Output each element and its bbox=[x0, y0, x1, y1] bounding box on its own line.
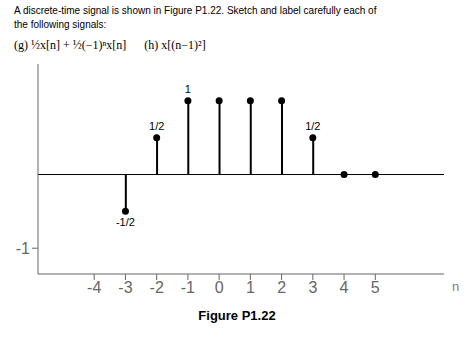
svg-text:4: 4 bbox=[340, 279, 349, 296]
svg-text:-1/2: -1/2 bbox=[116, 216, 135, 228]
svg-text:1/2: 1/2 bbox=[149, 120, 164, 132]
svg-text:-4: -4 bbox=[87, 279, 101, 296]
svg-text:0: 0 bbox=[215, 279, 224, 296]
html-text:Figure P1.22: Figure P1.22 bbox=[198, 308, 276, 323]
svg-text:n: n bbox=[452, 279, 459, 294]
svg-text:1: 1 bbox=[246, 279, 255, 296]
svg-text:-1: -1 bbox=[16, 240, 30, 257]
html-text:A discrete-time signal is show: A discrete-time signal is shown in Figur… bbox=[14, 5, 377, 16]
svg-text:2: 2 bbox=[277, 279, 286, 296]
svg-text:5: 5 bbox=[371, 279, 380, 296]
html-text:the following signals:: the following signals: bbox=[14, 19, 107, 30]
html-text:(g) ½x[n] + ½(−1)ⁿx[n] (h) x[(: (g) ½x[n] + ½(−1)ⁿx[n] (h) x[(n−1)²] bbox=[14, 38, 206, 52]
svg-text:-3: -3 bbox=[118, 279, 132, 296]
svg-text:-1: -1 bbox=[181, 279, 195, 296]
svg-text:-2: -2 bbox=[150, 279, 164, 296]
svg-text:1: 1 bbox=[185, 83, 191, 95]
svg-text:1/2: 1/2 bbox=[305, 120, 320, 132]
svg-text:3: 3 bbox=[308, 279, 317, 296]
